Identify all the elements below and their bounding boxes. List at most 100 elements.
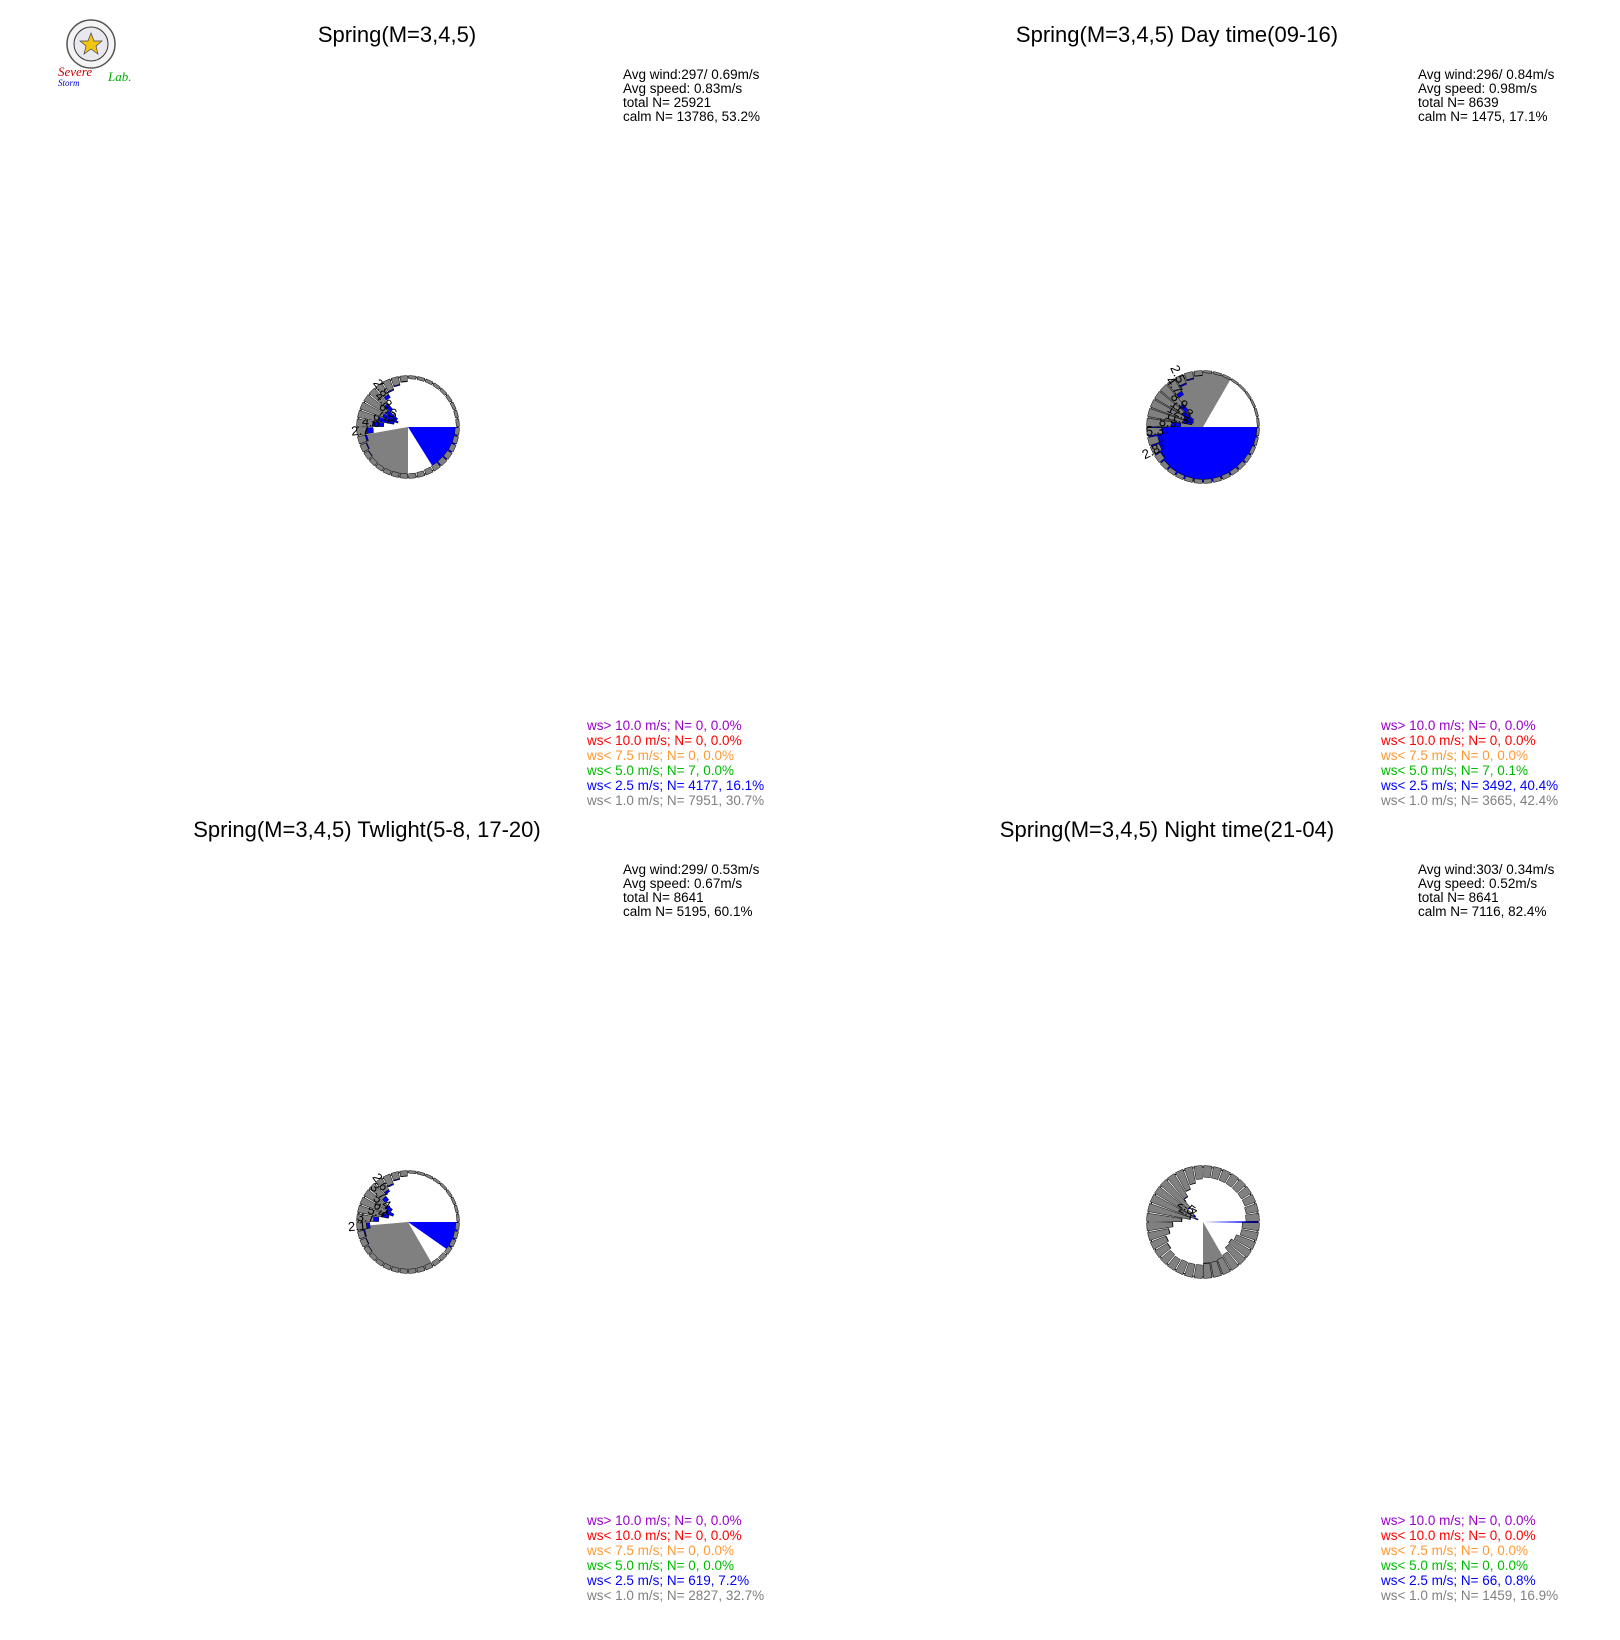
bar-value-label: 2.1 bbox=[347, 1218, 366, 1235]
legend-lt2-5: ws< 2.5 m/s; N= 4177, 16.1% bbox=[586, 778, 764, 793]
bar-segment-lt2-5 bbox=[400, 1175, 408, 1178]
bar-segment-lt2-5 bbox=[1182, 420, 1193, 426]
bar-segment-lt2-5 bbox=[1163, 459, 1171, 467]
bar-segment-lt1 bbox=[1218, 1168, 1231, 1184]
panel-spring-all: Spring(M=3,4,5) 3692.74.66.47.06.64.82.8… bbox=[318, 22, 764, 808]
bar-segment-lt1 bbox=[453, 1204, 459, 1214]
panel-title: Spring(M=3,4,5) bbox=[318, 22, 476, 47]
calm-n: calm N= 1475, 17.1% bbox=[1418, 109, 1547, 124]
bar-segment-lt2-5 bbox=[1224, 1243, 1230, 1249]
bar-segment-lt1 bbox=[399, 1170, 408, 1177]
bar-segment-lt2-5 bbox=[1183, 1195, 1189, 1200]
bar-segment-lt1 bbox=[1166, 1255, 1181, 1271]
bar-segment-lt1 bbox=[451, 435, 459, 445]
bar-segment-lt1 bbox=[1193, 478, 1203, 484]
stats-box: Avg wind:303/ 0.34m/s Avg speed: 0.52m/s… bbox=[1418, 862, 1555, 919]
legend-lt2-5: ws< 2.5 m/s; N= 619, 7.2% bbox=[586, 1573, 749, 1588]
avg-wind: Avg wind:299/ 0.53m/s bbox=[623, 862, 760, 877]
bar-segment-lt2-5 bbox=[366, 1222, 371, 1229]
calm-n: calm N= 13786, 53.2% bbox=[623, 109, 760, 124]
bar-segment-lt2-5 bbox=[1183, 416, 1195, 424]
avg-speed: Avg speed: 0.52m/s bbox=[1418, 876, 1537, 891]
bar-segment-lt2-5 bbox=[364, 434, 369, 442]
total-n: total N= 25921 bbox=[623, 95, 711, 110]
bar-segment-lt2-5 bbox=[1179, 403, 1189, 413]
calm-wedge-grey bbox=[358, 427, 408, 477]
calm-wedge-blue bbox=[408, 1222, 459, 1251]
bar-segment-lt1 bbox=[454, 1222, 460, 1231]
bar-segment-lt1 bbox=[408, 1268, 417, 1274]
total-n: total N= 8639 bbox=[1418, 95, 1499, 110]
legend-lt2-5: ws< 2.5 m/s; N= 66, 0.8% bbox=[1380, 1573, 1536, 1588]
bar-segment-lt1 bbox=[375, 1258, 385, 1267]
speed-legend: ws> 10.0 m/s; N= 0, 0.0% ws< 10.0 m/s; N… bbox=[586, 718, 764, 808]
bar-segment-lt1 bbox=[1241, 1222, 1260, 1232]
legend-lt7-5: ws< 7.5 m/s; N= 0, 0.0% bbox=[1380, 1543, 1528, 1558]
bar-segment-lt1 bbox=[416, 1265, 426, 1273]
bar-segment-lt2-5 bbox=[382, 413, 399, 424]
bar-segment-lt1 bbox=[423, 466, 434, 476]
bar-segment-lt1 bbox=[1225, 1173, 1240, 1188]
logo-star-icon bbox=[79, 32, 103, 55]
calm-wedge-blue bbox=[408, 427, 458, 470]
bar-segment-lt2-5 bbox=[1189, 1182, 1196, 1186]
bar-segment-lt1 bbox=[1210, 1260, 1222, 1278]
legend-lt5: ws< 5.0 m/s; N= 0, 0.0% bbox=[1380, 1558, 1528, 1573]
bar-segment-lt2-5 bbox=[365, 1237, 370, 1245]
bar-segment-lt1 bbox=[1244, 1203, 1259, 1215]
bar-segment-lt1 bbox=[399, 473, 408, 479]
bar-segment-lt1 bbox=[454, 427, 460, 436]
bar-segment-lt1 bbox=[1212, 476, 1222, 483]
bar-segment-lt1 bbox=[1230, 378, 1240, 386]
bar-segment-lt1 bbox=[450, 1196, 457, 1205]
bar-segment-lt1 bbox=[382, 1262, 392, 1271]
bar-segment-lt1 bbox=[445, 1189, 453, 1198]
bar-segment-lt2-5 bbox=[393, 384, 401, 388]
bar-segment-lt1 bbox=[1244, 390, 1252, 400]
speed-legend: ws> 10.0 m/s; N= 0, 0.0% ws< 10.0 m/s; N… bbox=[1380, 718, 1558, 808]
rose-plot: 3692.74.66.47.06.64.82.8 bbox=[351, 375, 460, 479]
bar-segment-lt2-5 bbox=[1192, 1214, 1197, 1218]
bar-segment-lt2-5 bbox=[1189, 1217, 1192, 1220]
bar-segment-lt1 bbox=[425, 1173, 434, 1180]
severe-storm-lab-logo: Severe Storm Lab. bbox=[58, 19, 131, 88]
logo-text-1: Severe bbox=[58, 64, 92, 79]
bar-segment-lt1 bbox=[439, 1182, 448, 1191]
bar-segment-lt2-5 bbox=[1194, 375, 1203, 377]
legend-gt10: ws> 10.0 m/s; N= 0, 0.0% bbox=[1380, 718, 1536, 733]
bar-segment-lt1 bbox=[382, 467, 392, 476]
bar-segment-lt1 bbox=[456, 1213, 460, 1222]
bar-segment-lt1 bbox=[1203, 370, 1213, 374]
bar-segment-lt1 bbox=[1184, 475, 1194, 483]
bar-segment-lt1 bbox=[368, 1252, 378, 1262]
bar-segment-lt1 bbox=[431, 1257, 441, 1267]
bar-segment-lt2-5 bbox=[1228, 1238, 1232, 1244]
bar-segment-lt1 bbox=[424, 1262, 434, 1271]
bar-segment-lt2-5 bbox=[384, 1209, 395, 1217]
legend-lt7-5: ws< 7.5 m/s; N= 0, 0.0% bbox=[586, 1543, 734, 1558]
bar-segment-lt1 bbox=[1216, 1256, 1231, 1276]
avg-speed: Avg speed: 0.83m/s bbox=[623, 81, 742, 96]
bar-segment-lt1 bbox=[1239, 1229, 1259, 1241]
bar-segment-lt1 bbox=[1222, 1251, 1240, 1271]
bar-segment-lt1 bbox=[1212, 371, 1222, 377]
legend-lt10: ws< 10.0 m/s; N= 0, 0.0% bbox=[1380, 1528, 1536, 1543]
legend-gt10: ws> 10.0 m/s; N= 0, 0.0% bbox=[1380, 1513, 1536, 1528]
avg-speed: Avg speed: 0.98m/s bbox=[1418, 81, 1537, 96]
bar-segment-lt1 bbox=[1245, 1212, 1260, 1222]
bar-segment-lt1 bbox=[1193, 1165, 1203, 1180]
bar-segment-lt1 bbox=[390, 1266, 400, 1273]
bar-segment-lt1 bbox=[453, 409, 459, 419]
legend-gt10: ws> 10.0 m/s; N= 0, 0.0% bbox=[586, 1513, 742, 1528]
bar-segment-lt1 bbox=[455, 418, 460, 427]
avg-wind: Avg wind:303/ 0.34m/s bbox=[1418, 862, 1555, 877]
legend-lt1: ws< 1.0 m/s; N= 2827, 32.7% bbox=[586, 1588, 764, 1603]
speed-legend: ws> 10.0 m/s; N= 0, 0.0% ws< 10.0 m/s; N… bbox=[586, 1513, 764, 1603]
bar-segment-lt1 bbox=[408, 1170, 417, 1174]
bar-segment-lt1 bbox=[1221, 373, 1231, 380]
bar-segment-lt2-5 bbox=[387, 388, 395, 393]
bar-segment-lt1 bbox=[430, 461, 441, 472]
rose-plot: 3692.13.75.46.15.43.72.6 bbox=[347, 1170, 460, 1274]
bar-segment-lt1 bbox=[416, 1171, 426, 1177]
